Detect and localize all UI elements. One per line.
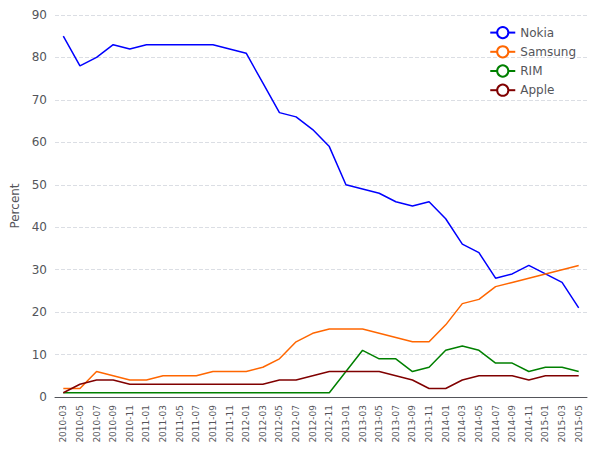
svg-text:2013-09: 2013-09 xyxy=(407,405,417,443)
svg-text:2012-01: 2012-01 xyxy=(241,405,251,443)
svg-text:2013-01: 2013-01 xyxy=(341,405,351,443)
svg-text:2014-05: 2014-05 xyxy=(474,405,484,443)
svg-text:2011-05: 2011-05 xyxy=(175,405,185,443)
svg-text:2014-01: 2014-01 xyxy=(441,405,451,443)
svg-text:2010-09: 2010-09 xyxy=(108,405,118,443)
svg-text:60: 60 xyxy=(32,135,47,149)
svg-text:RIM: RIM xyxy=(520,64,542,78)
svg-text:Samsung: Samsung xyxy=(520,45,576,59)
svg-text:70: 70 xyxy=(32,93,47,107)
svg-text:Nokia: Nokia xyxy=(520,26,554,40)
svg-text:2012-09: 2012-09 xyxy=(308,405,318,443)
svg-text:80: 80 xyxy=(32,50,47,64)
svg-text:2012-05: 2012-05 xyxy=(274,405,284,443)
svg-text:20: 20 xyxy=(32,305,47,319)
svg-text:Apple: Apple xyxy=(520,83,554,97)
svg-text:2014-03: 2014-03 xyxy=(457,405,467,443)
svg-text:2011-07: 2011-07 xyxy=(191,405,201,443)
svg-text:2013-11: 2013-11 xyxy=(424,405,434,443)
svg-text:2015-01: 2015-01 xyxy=(540,405,550,443)
svg-text:Percent: Percent xyxy=(8,183,22,228)
svg-text:2010-05: 2010-05 xyxy=(75,405,85,443)
svg-text:2014-09: 2014-09 xyxy=(507,405,517,443)
svg-text:2010-11: 2010-11 xyxy=(125,405,135,443)
svg-text:2012-07: 2012-07 xyxy=(291,405,301,443)
svg-text:2013-07: 2013-07 xyxy=(391,405,401,443)
svg-text:2014-07: 2014-07 xyxy=(491,405,501,443)
svg-text:2010-07: 2010-07 xyxy=(92,405,102,443)
svg-text:2011-11: 2011-11 xyxy=(225,405,235,443)
svg-text:2011-03: 2011-03 xyxy=(158,405,168,443)
svg-text:2015-05: 2015-05 xyxy=(574,405,584,443)
svg-text:2015-03: 2015-03 xyxy=(557,405,567,443)
svg-text:2012-11: 2012-11 xyxy=(324,405,334,443)
svg-text:50: 50 xyxy=(32,178,47,192)
svg-text:10: 10 xyxy=(32,348,47,362)
svg-text:30: 30 xyxy=(32,263,47,277)
svg-text:2011-09: 2011-09 xyxy=(208,405,218,443)
svg-text:0: 0 xyxy=(39,390,47,404)
svg-text:2010-03: 2010-03 xyxy=(58,405,68,443)
svg-text:2012-03: 2012-03 xyxy=(258,405,268,443)
svg-text:40: 40 xyxy=(32,220,47,234)
svg-text:2011-01: 2011-01 xyxy=(141,405,151,443)
svg-text:2014-11: 2014-11 xyxy=(524,405,534,443)
svg-text:2013-05: 2013-05 xyxy=(374,405,384,443)
svg-text:2013-03: 2013-03 xyxy=(358,405,368,443)
svg-text:90: 90 xyxy=(32,8,47,22)
